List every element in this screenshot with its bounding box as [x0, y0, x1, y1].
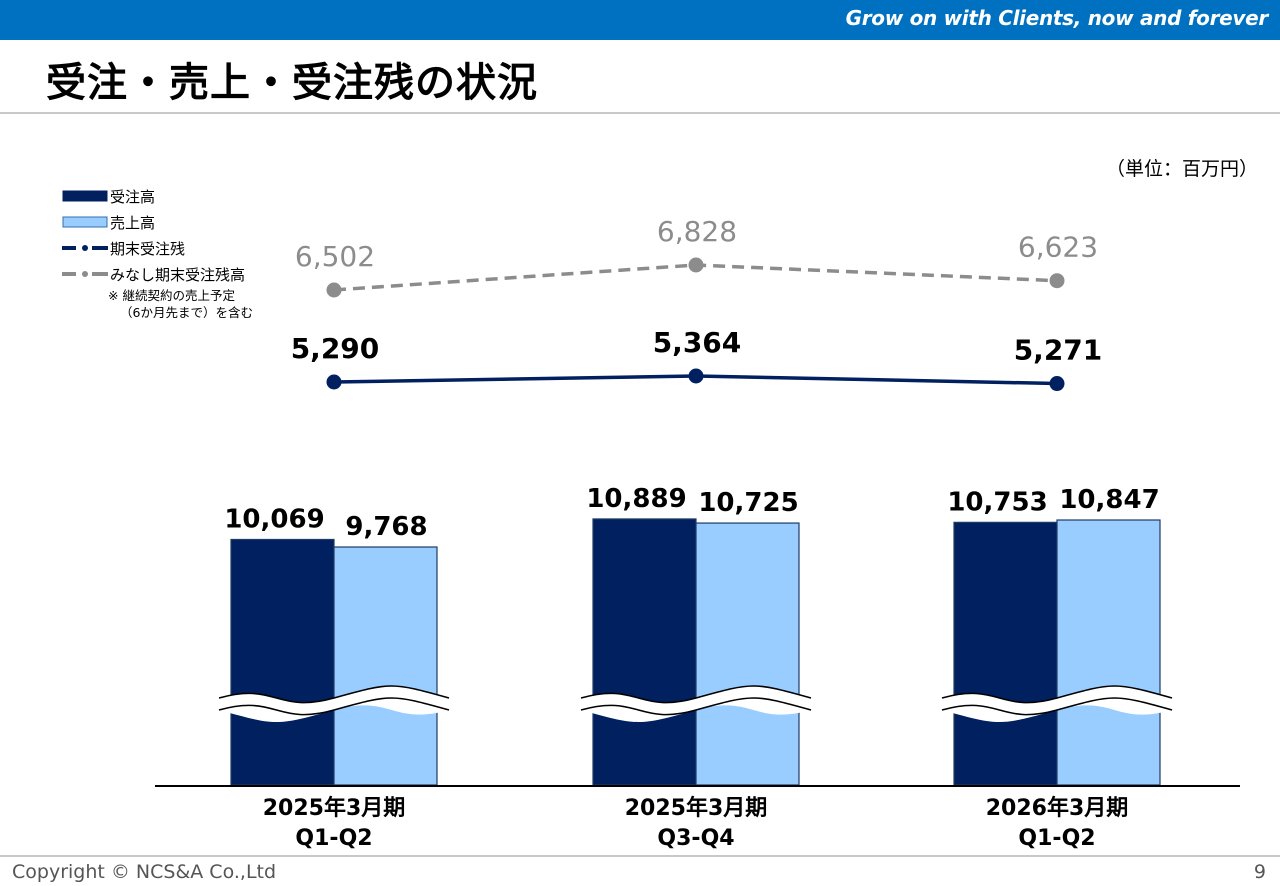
- bar-sales-1: [695, 522, 800, 786]
- legend-label-backlog: 期末受注残: [110, 239, 186, 258]
- legend-item-sales: 売上高: [62, 212, 155, 232]
- point-backlog-1: [688, 368, 704, 384]
- legend-swatch-orders: [62, 190, 108, 202]
- legend-item-backlog: 期末受注残: [62, 238, 185, 258]
- bar-label-orders-0: 10,069: [224, 504, 324, 534]
- footer-divider: [0, 855, 1280, 857]
- bar-orders-1: [592, 518, 697, 786]
- bar-label-sales-1: 10,725: [698, 488, 798, 518]
- legend-item-orders: 受注高: [62, 186, 155, 206]
- x-tick-label-0-period: Q1-Q2: [295, 826, 372, 851]
- x-tick-label-1-year: 2025年3月期: [625, 795, 768, 821]
- point-label-backlog-2: 5,271: [1014, 334, 1103, 367]
- x-tick-label-2-year: 2026年3月期: [986, 795, 1129, 821]
- point-deemed-backlog-1: [688, 257, 704, 273]
- legend-swatch-sales: [62, 216, 108, 228]
- axis-break-line-top-1: [580, 685, 812, 704]
- page-number: 9: [1253, 861, 1266, 883]
- point-backlog-2: [1049, 376, 1065, 392]
- bar-label-orders-1: 10,889: [586, 484, 686, 514]
- legend-note-line1: ※ 継続契約の売上予定: [108, 288, 235, 303]
- bar-sales-2: [1056, 519, 1161, 786]
- tagline: Grow on with Clients, now and forever: [845, 6, 1269, 30]
- copyright: Copyright © NCS&A Co.,Ltd: [12, 861, 277, 883]
- point-deemed-backlog-0: [326, 282, 342, 298]
- axis-break-gap-2: [942, 686, 1172, 722]
- axis-break-line-bottom-2: [941, 697, 1173, 716]
- legend-swatch-backlog: [62, 245, 108, 251]
- point-label-backlog-0: 5,290: [291, 332, 380, 365]
- x-tick-label-0-year: 2025年3月期: [263, 795, 406, 821]
- top-banner: Grow on with Clients, now and forever: [0, 0, 1280, 40]
- point-backlog-0: [326, 374, 342, 390]
- axis-break-line-bottom-0: [218, 697, 450, 716]
- axis-break-gap-0: [219, 686, 449, 722]
- axis-break-gap-1: [581, 686, 811, 722]
- legend-item-deemed-backlog: みなし期末受注残高: [62, 264, 245, 284]
- point-label-backlog-1: 5,364: [653, 326, 742, 359]
- bar-orders-0: [230, 538, 335, 786]
- legend-swatch-deemed-backlog: [62, 271, 108, 277]
- bar-label-orders-2: 10,753: [947, 487, 1047, 517]
- point-label-deemed-backlog-2: 6,623: [1018, 231, 1098, 264]
- bar-label-sales-0: 9,768: [345, 512, 427, 542]
- legend-label-orders: 受注高: [110, 187, 156, 206]
- bar-orders-2: [953, 521, 1058, 786]
- legend-label-sales: 売上高: [110, 213, 156, 232]
- axis-break-line-bottom-1: [580, 697, 812, 716]
- axis-break-line-top-0: [218, 685, 450, 704]
- bar-sales-0: [333, 546, 438, 786]
- page-title: 受注・売上・受注残の状況: [46, 60, 538, 106]
- axis-break-line-top-2: [941, 685, 1173, 704]
- point-deemed-backlog-2: [1049, 273, 1065, 289]
- bar-label-sales-2: 10,847: [1059, 485, 1159, 515]
- legend-label-deemed-backlog: みなし期末受注残高: [110, 265, 246, 284]
- legend-note-line2: （6か月先まで）を含む: [120, 305, 253, 320]
- x-tick-label-1-period: Q3-Q4: [657, 826, 734, 851]
- x-tick-label-2-period: Q1-Q2: [1018, 826, 1095, 851]
- title-divider: [0, 112, 1280, 114]
- point-label-deemed-backlog-0: 6,502: [295, 240, 375, 273]
- chart-legend: 受注高 売上高 期末受注残 みなし期末受注残高 ※ 継続契約の売上予定 （6か月…: [62, 186, 322, 326]
- unit-label: （単位：百万円）: [1105, 158, 1258, 180]
- point-label-deemed-backlog-1: 6,828: [657, 215, 737, 248]
